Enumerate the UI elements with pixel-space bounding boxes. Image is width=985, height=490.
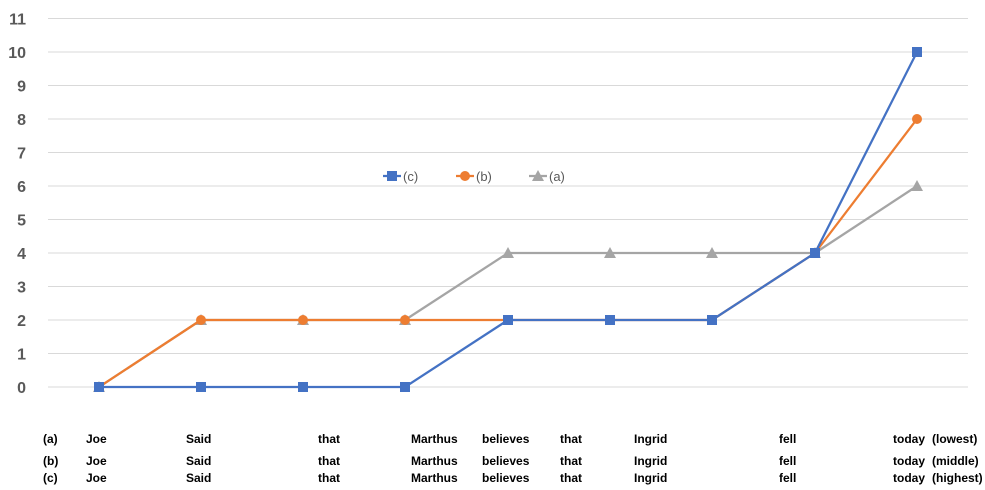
row-word: Said [186, 432, 211, 446]
series-square [94, 47, 922, 392]
row-word: that [318, 454, 340, 468]
legend-item: (c) [383, 169, 418, 184]
legend-marker [460, 171, 470, 181]
legend: (c) (b) (a) [383, 169, 565, 184]
row-word: Joe [86, 454, 107, 468]
y-axis-ticks: 0 1 2 3 4 5 6 7 8 9 10 11 [8, 12, 26, 398]
y-tick-label: 3 [17, 280, 26, 297]
sentence-row: (a) Joe Said that Marthus believes that Ingrid f… [43, 432, 977, 446]
row-label: (c) [43, 471, 58, 485]
row-word: today [893, 432, 925, 446]
legend-marker [532, 170, 544, 181]
legend-label: (a) [549, 169, 565, 184]
row-word: believes [482, 432, 530, 446]
data-point [707, 315, 717, 325]
sentence-row: (c) Joe Said that Marthus believes that Ingrid f… [43, 471, 983, 485]
legend-item: (a) [529, 169, 565, 184]
row-word: fell [779, 432, 796, 446]
row-word: Marthus [411, 454, 458, 468]
series-lines [93, 47, 923, 392]
row-word: Joe [86, 471, 107, 485]
row-word: that [560, 432, 582, 446]
row-word: Marthus [411, 432, 458, 446]
data-point [605, 315, 615, 325]
data-point [503, 315, 513, 325]
row-word: that [318, 432, 340, 446]
row-word: believes [482, 454, 530, 468]
y-tick-label: 7 [17, 146, 26, 163]
row-word: today [893, 454, 925, 468]
data-point [810, 248, 820, 258]
sentence-rows: (a) Joe Said that Marthus believes that Ingrid f… [43, 432, 983, 485]
row-word: Marthus [411, 471, 458, 485]
data-point [196, 382, 206, 392]
row-word: Said [186, 454, 211, 468]
legend-item: (b) [456, 169, 492, 184]
y-tick-label: 0 [17, 380, 26, 397]
y-tick-label: 8 [17, 112, 26, 129]
data-point [706, 247, 718, 258]
row-label: (b) [43, 454, 58, 468]
legend-label: (b) [476, 169, 492, 184]
data-point [912, 114, 922, 124]
data-point [502, 247, 514, 258]
y-tick-label: 6 [17, 179, 26, 196]
row-word: fell [779, 454, 796, 468]
data-point [298, 315, 308, 325]
row-word: today [893, 471, 925, 485]
row-word: Ingrid [634, 432, 667, 446]
data-point [400, 382, 410, 392]
row-word: believes [482, 471, 530, 485]
row-word: Said [186, 471, 211, 485]
y-tick-label: 9 [17, 79, 26, 96]
row-word: Joe [86, 432, 107, 446]
gridlines [48, 18, 968, 388]
data-point [400, 315, 410, 325]
y-tick-label: 4 [17, 246, 26, 263]
legend-label: (c) [403, 169, 418, 184]
row-word: fell [779, 471, 796, 485]
data-point [298, 382, 308, 392]
y-tick-label: 10 [8, 45, 26, 62]
data-point [912, 47, 922, 57]
data-point [94, 382, 104, 392]
legend-marker [387, 171, 397, 181]
row-word: that [560, 454, 582, 468]
y-tick-label: 1 [17, 347, 26, 364]
data-point [196, 315, 206, 325]
row-word: Ingrid [634, 471, 667, 485]
sentence-row: (b) Joe Said that Marthus believes that Ingrid f… [43, 454, 979, 468]
row-note: (highest) [932, 471, 983, 485]
row-note: (lowest) [932, 432, 977, 446]
row-word: that [560, 471, 582, 485]
row-word: Ingrid [634, 454, 667, 468]
y-tick-label: 11 [9, 12, 26, 29]
row-word: that [318, 471, 340, 485]
row-label: (a) [43, 432, 58, 446]
y-tick-label: 2 [17, 313, 26, 330]
y-tick-label: 5 [17, 213, 26, 230]
data-point [911, 180, 923, 191]
row-note: (middle) [932, 454, 979, 468]
data-point [604, 247, 616, 258]
